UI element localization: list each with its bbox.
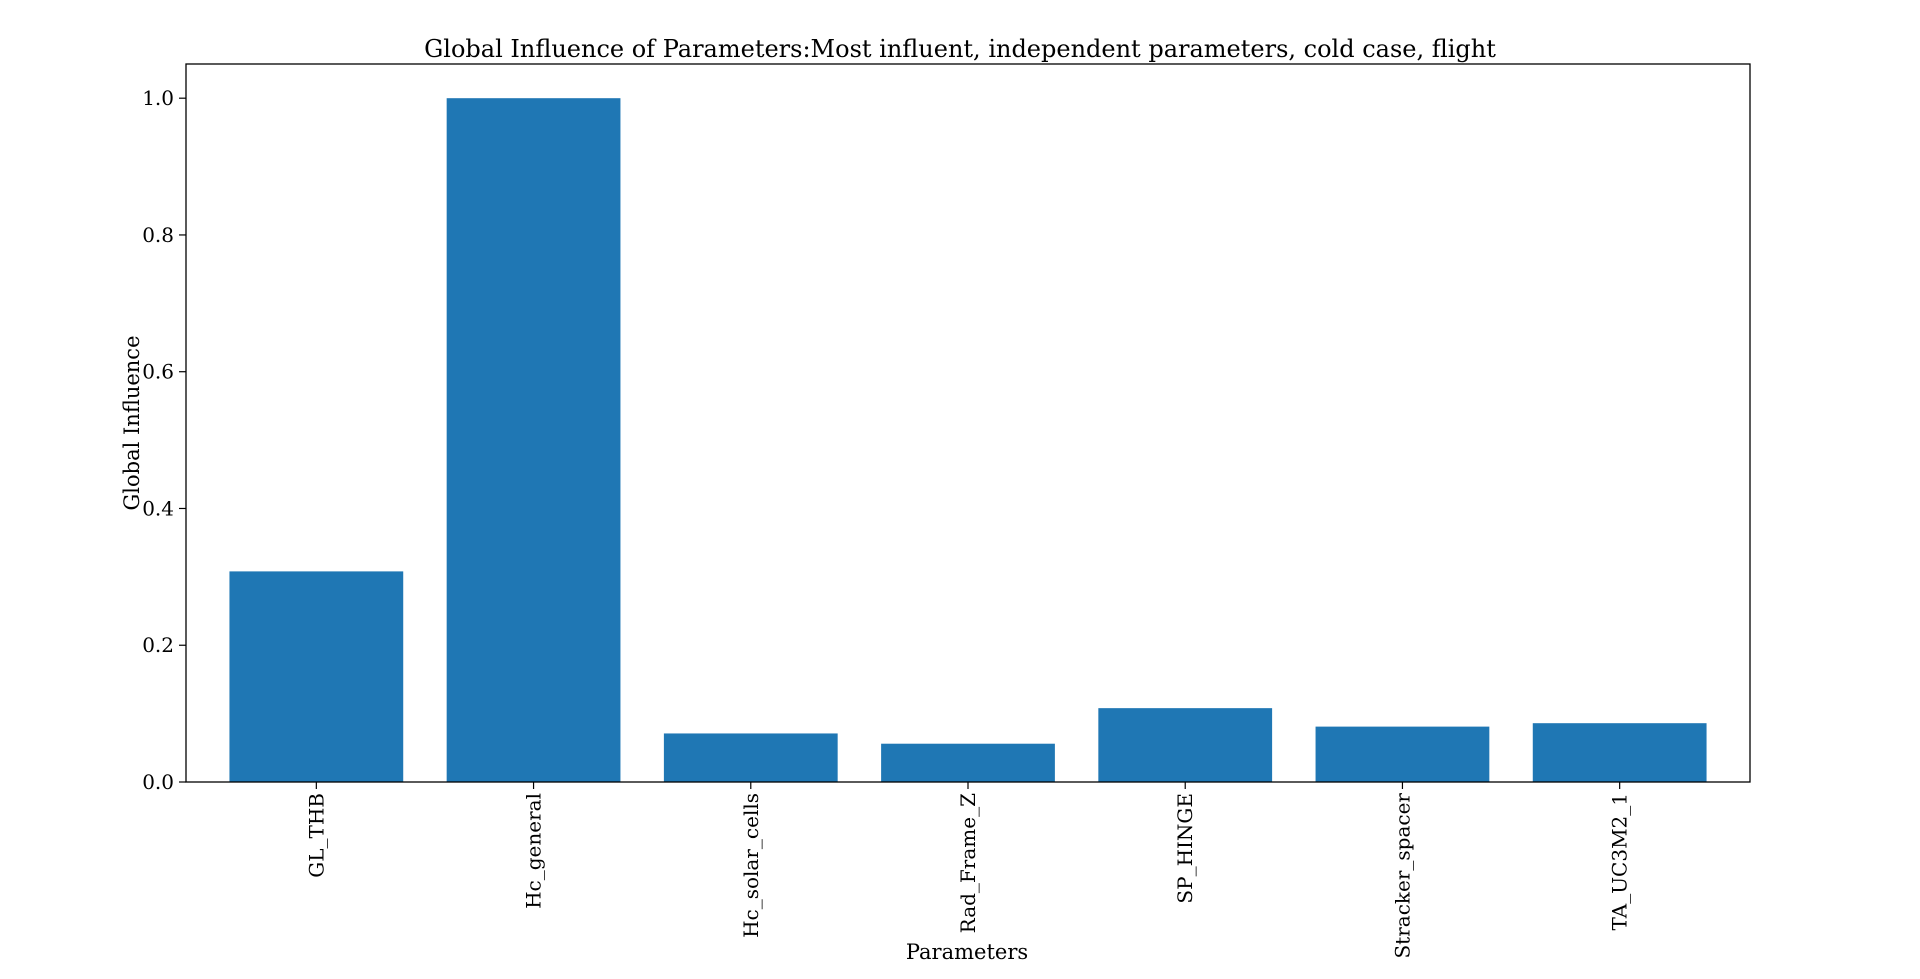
y-tick-label: 1.0 [142,86,174,110]
y-tick-label: 0.8 [142,223,174,247]
y-axis-label: Global Influence [120,336,144,511]
y-tick-label: 0.2 [142,633,174,657]
bar-sp-hinge [1098,708,1273,782]
x-axis-label: Parameters [906,940,1028,964]
bar-stracker-spacer [1315,726,1490,782]
bar-gl-thb [229,571,404,782]
plot-area-frame [185,63,1751,783]
y-axis-ticks: 0.0 0.2 0.4 0.6 0.8 1.0 [142,86,186,794]
x-tick-label: GL_THB [304,793,328,878]
x-axis-ticks: GL_THB Hc_general Hc_solar_cells Rad_Frame_… [304,782,1632,959]
x-tick-label: Stracker_spacer [1390,793,1414,959]
bar-hc-general [446,98,621,782]
x-tick-label: Rad_Frame_Z [956,793,980,933]
bars-group [229,98,1707,782]
y-tick-label: 0.6 [142,360,174,384]
y-tick-label: 0.0 [142,770,174,794]
bar-ta-uc3m2-1 [1532,723,1707,782]
bar-rad-frame-z [881,743,1055,782]
x-tick-label: SP_HINGE [1173,793,1197,904]
chart-title: Global Influence of Parameters:Most infl… [424,35,1496,63]
x-tick-label: Hc_solar_cells [739,793,763,938]
bar-hc-solar-cells [663,733,838,782]
x-tick-label: TA_UC3M2_1 [1608,793,1632,931]
x-tick-label: Hc_general [522,793,546,909]
y-tick-label: 0.4 [142,496,174,520]
